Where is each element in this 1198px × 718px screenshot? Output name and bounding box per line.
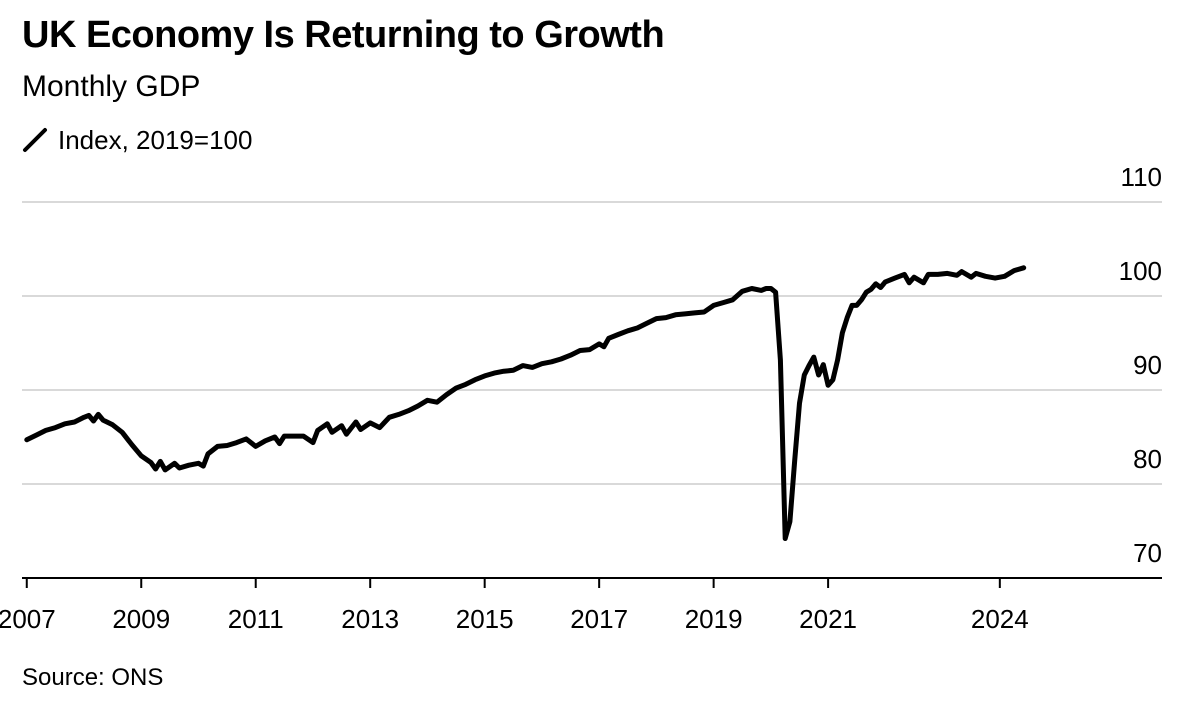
legend: Index, 2019=100 bbox=[22, 124, 252, 156]
x-tick-label-2013: 2013 bbox=[341, 604, 399, 634]
series-layer bbox=[24, 265, 1027, 541]
x-tick-label-2007: 2007 bbox=[0, 604, 56, 634]
x-tick-label-2019: 2019 bbox=[685, 604, 743, 634]
legend-label: Index, 2019=100 bbox=[58, 124, 253, 155]
y-tick-label-70: 70 bbox=[1133, 538, 1162, 568]
x-tick-label-2015: 2015 bbox=[456, 604, 514, 634]
x-tick-label-2024: 2024 bbox=[971, 604, 1029, 634]
y-axis-ticks: 70 80 90 100 110 bbox=[1119, 162, 1162, 568]
y-tick-label-80: 80 bbox=[1133, 444, 1162, 474]
x-axis: 2007 2009 2011 2013 2015 2017 2019 2021 2024 bbox=[0, 577, 1162, 634]
gridlines bbox=[22, 201, 1162, 485]
x-tick-label-2017: 2017 bbox=[570, 604, 628, 634]
x-tick-label-2009: 2009 bbox=[112, 604, 170, 634]
y-tick-label-100: 100 bbox=[1119, 256, 1162, 286]
source-note: Source: ONS bbox=[22, 664, 164, 691]
x-tick-label-2021: 2021 bbox=[799, 604, 857, 634]
x-tick-label-2011: 2011 bbox=[228, 604, 284, 634]
y-tick-label-90: 90 bbox=[1133, 350, 1162, 380]
y-tick-label-110: 110 bbox=[1121, 162, 1162, 192]
chart-subtitle: Monthly GDP bbox=[22, 70, 201, 103]
series-line-0 bbox=[24, 265, 1027, 541]
legend-line-icon bbox=[23, 128, 47, 152]
chart-title: UK Economy Is Returning to Growth bbox=[22, 14, 665, 56]
